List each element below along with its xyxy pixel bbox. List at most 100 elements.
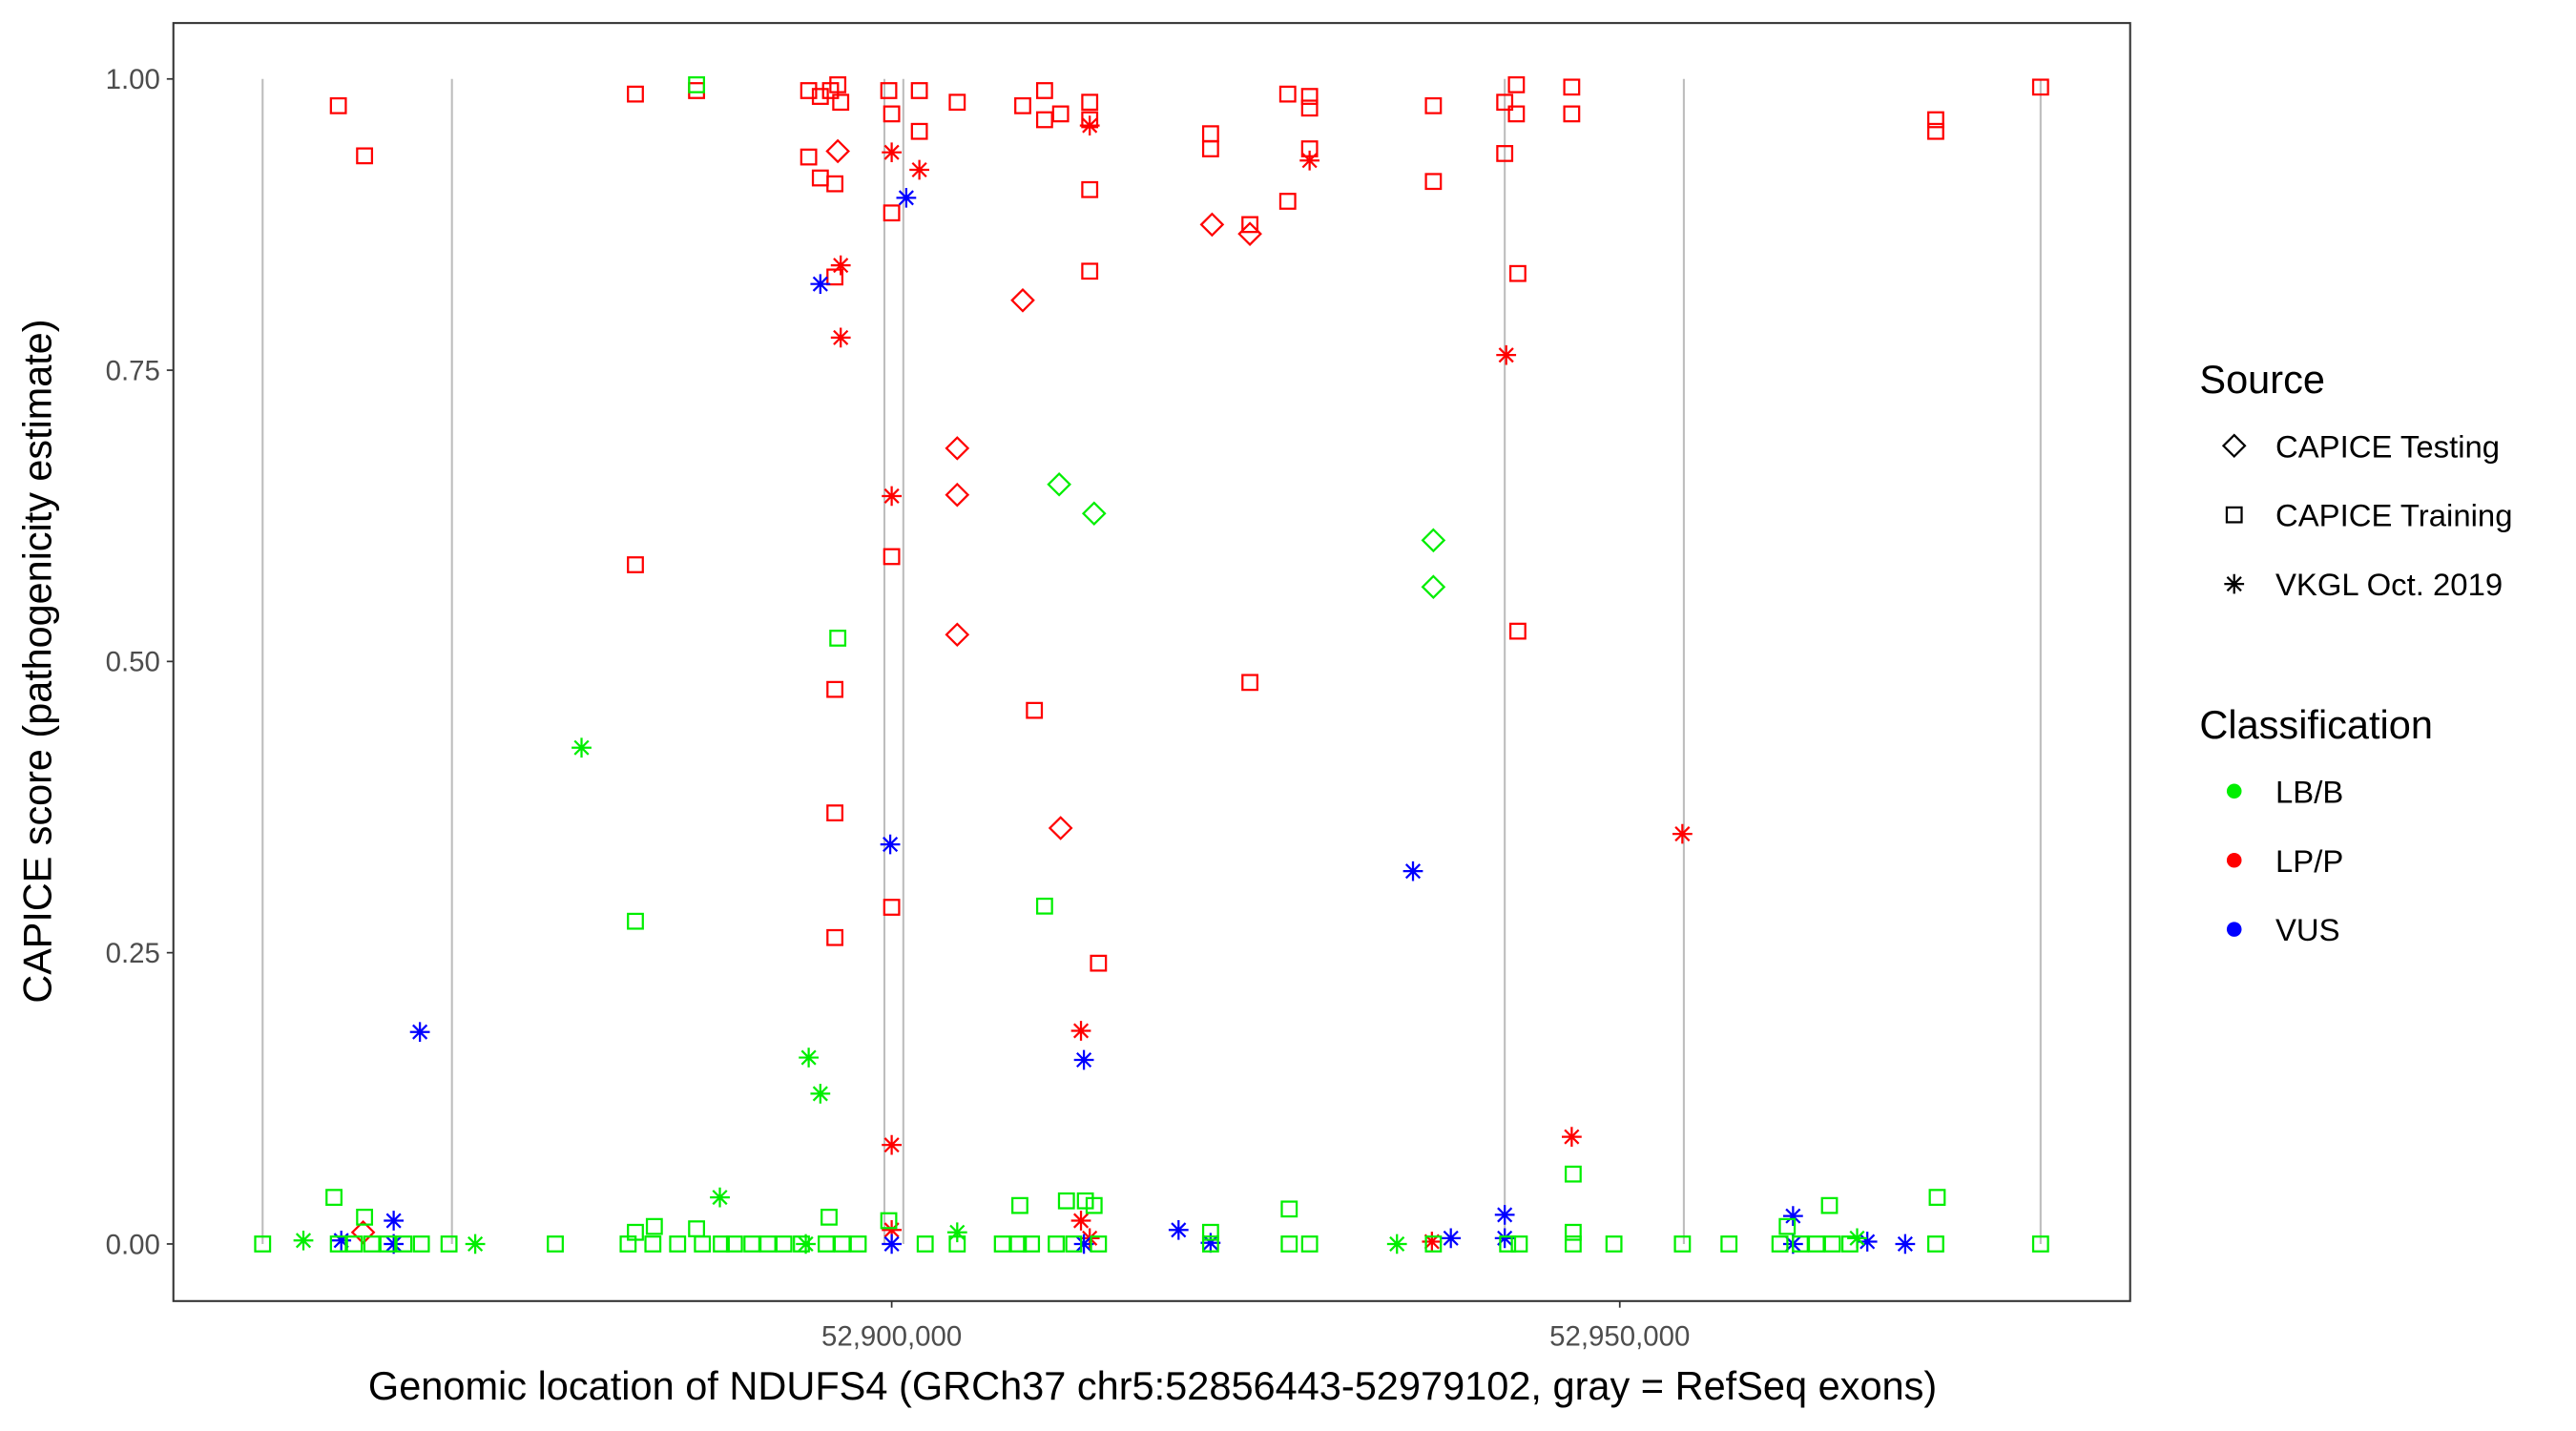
data-point bbox=[826, 268, 844, 286]
data-point bbox=[799, 1047, 820, 1068]
legend-class-title: Classification bbox=[2199, 702, 2433, 747]
data-point bbox=[356, 1208, 374, 1226]
data-point bbox=[627, 556, 644, 573]
data-point bbox=[1168, 1219, 1189, 1240]
y-tick-label: 1.00 bbox=[106, 64, 160, 95]
data-point bbox=[1201, 140, 1219, 157]
data-point bbox=[1081, 180, 1099, 198]
data-point bbox=[1073, 1049, 1094, 1070]
legend-dot-icon bbox=[2226, 922, 2242, 937]
data-point bbox=[826, 175, 844, 193]
data-point bbox=[1023, 1235, 1041, 1253]
data-point bbox=[409, 1022, 430, 1043]
data-point bbox=[1496, 145, 1514, 162]
legend-dot-icon bbox=[2226, 852, 2242, 868]
data-point bbox=[909, 159, 929, 180]
data-point bbox=[1820, 1196, 1839, 1214]
data-point bbox=[1201, 1235, 1219, 1253]
data-point bbox=[1070, 1211, 1091, 1231]
data-point bbox=[880, 82, 898, 99]
data-point bbox=[1386, 1234, 1407, 1255]
data-point bbox=[946, 1222, 967, 1243]
data-point bbox=[882, 1234, 902, 1255]
legend-class-label: VUS bbox=[2275, 912, 2340, 947]
data-point bbox=[2031, 1235, 2049, 1253]
data-point bbox=[465, 1234, 486, 1255]
data-point bbox=[896, 187, 917, 208]
data-point bbox=[1605, 1235, 1623, 1253]
data-point bbox=[1720, 1235, 1738, 1253]
data-point bbox=[810, 274, 831, 295]
data-point bbox=[1280, 1200, 1298, 1218]
data-point bbox=[1237, 221, 1262, 246]
data-point bbox=[1299, 150, 1320, 171]
data-point bbox=[619, 1235, 637, 1253]
data-point bbox=[345, 1235, 364, 1253]
data-point bbox=[1508, 622, 1527, 640]
data-point bbox=[910, 122, 928, 140]
data-point bbox=[1199, 212, 1225, 238]
data-point bbox=[1090, 1235, 1108, 1253]
data-point bbox=[1807, 1235, 1825, 1253]
y-tick-label: 0.50 bbox=[106, 647, 160, 678]
data-point bbox=[1057, 1192, 1075, 1210]
data-point bbox=[758, 1235, 777, 1253]
data-point bbox=[1823, 1235, 1841, 1253]
data-point bbox=[379, 1235, 397, 1253]
data-point bbox=[1424, 173, 1443, 191]
data-point bbox=[1857, 1232, 1878, 1252]
data-point bbox=[1441, 1228, 1462, 1249]
data-point bbox=[627, 912, 644, 930]
data-point bbox=[775, 1235, 793, 1253]
data-point bbox=[821, 1208, 838, 1226]
data-point bbox=[948, 93, 966, 112]
data-point bbox=[825, 138, 850, 164]
data-point bbox=[1241, 216, 1258, 234]
data-point bbox=[826, 680, 844, 698]
data-point bbox=[395, 1235, 413, 1253]
data-point bbox=[1421, 528, 1446, 553]
data-point bbox=[883, 548, 901, 566]
data-point bbox=[688, 75, 706, 93]
x-axis-title: Genomic location of NDUFS4 (GRCh37 chr5:… bbox=[368, 1363, 1937, 1408]
data-point bbox=[1300, 1235, 1319, 1253]
x-axis: 52,900,000 52,950,000 bbox=[821, 1300, 1690, 1352]
data-point bbox=[1051, 105, 1070, 123]
data-point bbox=[910, 82, 928, 99]
data-points bbox=[254, 75, 2049, 1255]
data-point bbox=[1300, 88, 1319, 105]
data-point bbox=[883, 204, 901, 222]
legend-dot-icon bbox=[2226, 783, 2242, 799]
data-point bbox=[945, 482, 970, 508]
data-point bbox=[829, 75, 847, 93]
data-point bbox=[1927, 111, 1944, 129]
data-point bbox=[810, 1084, 831, 1104]
data-point bbox=[1201, 1223, 1219, 1241]
data-point bbox=[1507, 75, 1526, 93]
data-point bbox=[1494, 1205, 1515, 1225]
data-point bbox=[1300, 99, 1319, 117]
data-point bbox=[830, 255, 851, 276]
data-point bbox=[1081, 501, 1107, 527]
data-point bbox=[883, 105, 901, 123]
data-point bbox=[1421, 574, 1446, 599]
data-point bbox=[882, 1134, 902, 1155]
data-point bbox=[1496, 93, 1514, 112]
data-point bbox=[1673, 1235, 1692, 1253]
data-point bbox=[645, 1217, 663, 1235]
exon-lines bbox=[261, 78, 2042, 1244]
data-point bbox=[1079, 115, 1100, 135]
data-point bbox=[916, 1235, 934, 1253]
data-point bbox=[1494, 1228, 1515, 1249]
data-point bbox=[1009, 1235, 1028, 1253]
data-point bbox=[1200, 1233, 1221, 1254]
legend-class-label: LP/P bbox=[2275, 843, 2343, 879]
data-point bbox=[882, 1219, 902, 1240]
data-point bbox=[1499, 1235, 1517, 1253]
x-tick-label: 52,900,000 bbox=[821, 1320, 962, 1352]
data-point bbox=[1035, 897, 1053, 915]
data-point bbox=[1561, 1127, 1582, 1147]
data-point bbox=[725, 1235, 743, 1253]
data-point bbox=[1778, 1217, 1797, 1235]
data-point bbox=[818, 1235, 835, 1253]
